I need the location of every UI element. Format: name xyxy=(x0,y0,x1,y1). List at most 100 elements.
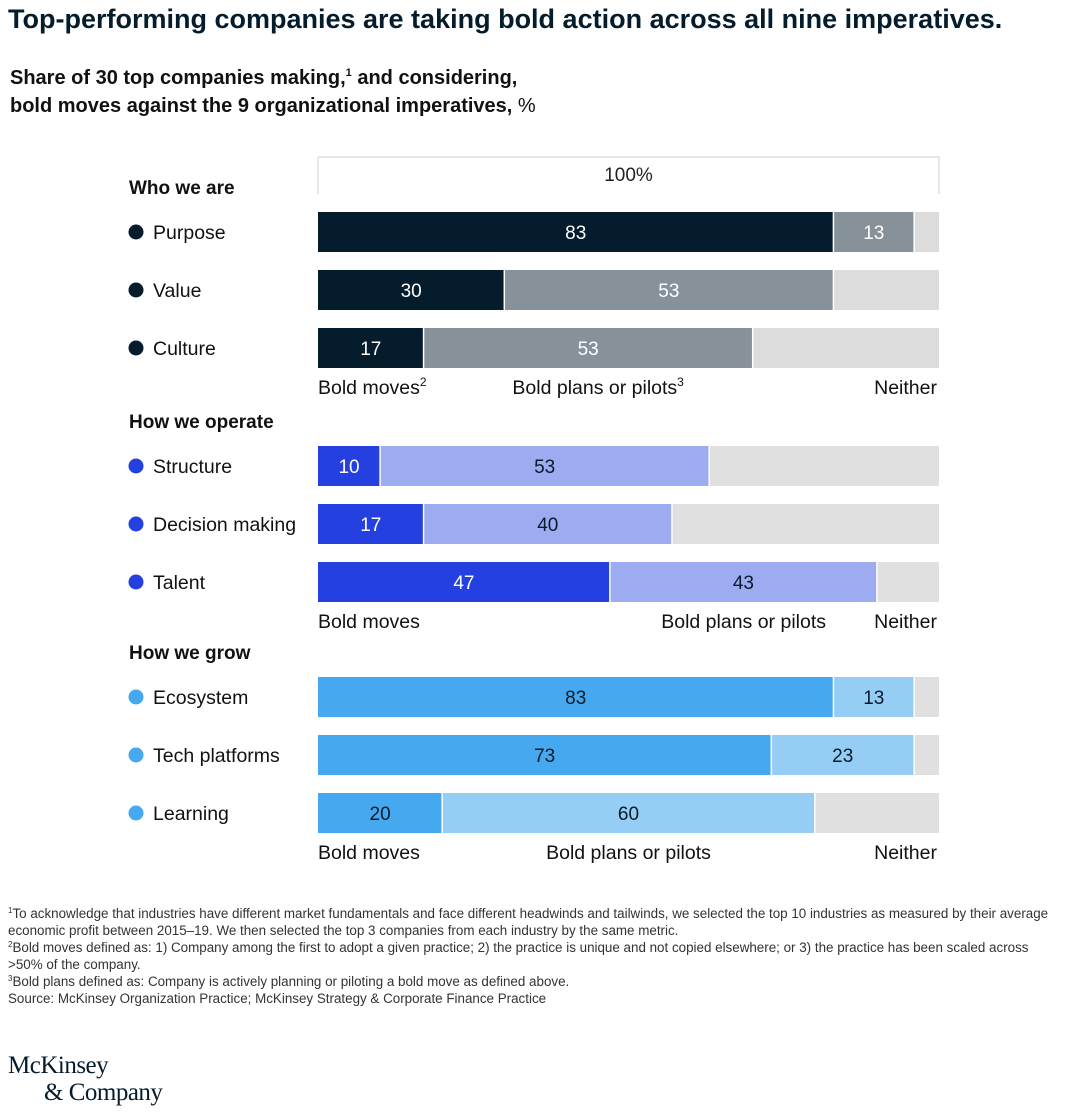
data-label-decision-making-bold-plans: 40 xyxy=(537,515,558,536)
bar-value-neither xyxy=(833,270,939,310)
legend-how-we-operate-bold-plans-or-pilots-text: Bold plans or pilots xyxy=(661,611,826,633)
data-label-decision-making-bold-moves: 17 xyxy=(360,515,381,536)
legend-who-we-are-bold-moves-sup: 2 xyxy=(420,375,427,389)
logo-line1: McKinsey xyxy=(8,1052,109,1079)
bar-decision-making-bold-plans-or-pilots xyxy=(423,504,672,544)
legend-how-we-grow-bold-moves-text: Bold moves xyxy=(318,842,420,864)
data-label-culture-bold-moves: 17 xyxy=(360,339,381,360)
data-label-purpose-bold-plans: 13 xyxy=(863,223,884,244)
data-label-structure-bold-moves: 10 xyxy=(338,457,359,478)
bar-learning-neither xyxy=(814,793,939,833)
row-marker-tech-platforms xyxy=(128,747,144,763)
footnote-2: 2Bold moves defined as: 1) Company among… xyxy=(8,939,1064,973)
legend-how-we-grow-bold-moves: Bold moves xyxy=(318,842,420,864)
data-label-learning-bold-moves: 20 xyxy=(370,804,391,825)
data-label-tech-platforms-bold-moves: 73 xyxy=(534,746,555,767)
legend-who-we-are-bold-moves-text: Bold moves xyxy=(318,377,420,399)
bar-culture-bold-plans-or-pilots xyxy=(423,328,753,368)
bar-value-bold-moves xyxy=(318,270,505,310)
footnotes: 1To acknowledge that industries have dif… xyxy=(8,905,1064,1007)
row-marker-structure xyxy=(128,458,144,474)
data-label-purpose-bold-moves: 83 xyxy=(565,223,586,244)
logo-line2: & Company xyxy=(44,1079,163,1106)
legend-how-we-grow-bold-plans-or-pilots: Bold plans or pilots xyxy=(546,842,711,864)
bar-tech-platforms-neither xyxy=(914,735,939,775)
bar-culture-neither xyxy=(752,328,939,368)
bar-purpose-neither xyxy=(914,212,939,252)
legend-who-we-are-bold-plans-or-pilots: Bold plans or pilots3 xyxy=(512,375,684,399)
bar-ecosystem-neither xyxy=(914,677,939,717)
data-label-culture-bold-plans: 53 xyxy=(578,339,599,360)
row-marker-talent xyxy=(128,574,144,590)
group-heading-who-we-are: Who we are xyxy=(129,178,235,199)
row-marker-learning xyxy=(128,805,144,821)
legend-who-we-are-neither: Neither xyxy=(874,377,937,399)
row-label-learning: Learning xyxy=(153,803,229,825)
data-label-ecosystem-bold-plans: 13 xyxy=(863,688,884,709)
bar-value-bold-plans-or-pilots xyxy=(504,270,834,310)
bar-talent-bold-plans-or-pilots xyxy=(609,562,877,602)
footnote-3-marker: 3 xyxy=(8,974,13,983)
bar-structure-bold-plans-or-pilots xyxy=(380,446,710,486)
bar-talent-neither xyxy=(876,562,939,602)
chart-title: Top-performing companies are taking bold… xyxy=(8,4,1003,34)
legend-who-we-are-neither-text: Neither xyxy=(874,377,937,399)
footnote-1: 1To acknowledge that industries have dif… xyxy=(8,905,1064,939)
data-label-structure-bold-plans: 53 xyxy=(534,457,555,478)
group-heading-how-we-grow: How we grow xyxy=(129,643,251,664)
footnote-3: 3Bold plans defined as: Company is activ… xyxy=(8,973,1064,990)
bar-purpose-bold-moves xyxy=(318,212,834,252)
footnote-1-marker: 1 xyxy=(8,906,13,915)
bar-decision-making-neither xyxy=(671,504,939,544)
data-label-talent-bold-moves: 47 xyxy=(453,573,474,594)
data-label-tech-platforms-bold-plans: 23 xyxy=(832,746,853,767)
row-marker-ecosystem xyxy=(128,689,144,705)
bar-structure-neither xyxy=(709,446,939,486)
legend-how-we-operate-bold-plans-or-pilots: Bold plans or pilots xyxy=(661,611,826,633)
data-label-value-bold-moves: 30 xyxy=(401,281,422,302)
group-heading-how-we-operate: How we operate xyxy=(129,412,274,433)
legend-how-we-grow-bold-plans-or-pilots-text: Bold plans or pilots xyxy=(546,842,711,864)
bar-tech-platforms-bold-moves xyxy=(318,735,772,775)
footnote-1-text: To acknowledge that industries have diff… xyxy=(8,906,1049,938)
row-label-ecosystem: Ecosystem xyxy=(153,687,248,709)
bar-structure-bold-moves xyxy=(318,446,381,486)
data-label-value-bold-plans: 53 xyxy=(658,281,679,302)
legend-how-we-operate-neither-text: Neither xyxy=(874,611,937,633)
data-label-ecosystem-bold-moves: 83 xyxy=(565,688,586,709)
subtitle-line1: Share of 30 top companies making, xyxy=(10,67,346,89)
subtitle-footnote-marker: 1 xyxy=(345,67,352,79)
legend-who-we-are-bold-plans-or-pilots-text: Bold plans or pilots xyxy=(512,377,677,399)
footnote-2-text: Bold moves defined as: 1) Company among … xyxy=(8,940,1029,972)
bar-ecosystem-bold-moves xyxy=(318,677,834,717)
bar-culture-bold-moves xyxy=(318,328,424,368)
footnote-3-text: Bold plans defined as: Company is active… xyxy=(12,974,570,989)
chart-subtitle: Share of 30 top companies making,1 and c… xyxy=(10,64,536,120)
row-marker-culture xyxy=(128,340,144,356)
row-label-value: Value xyxy=(153,280,201,302)
data-label-learning-bold-plans: 60 xyxy=(618,804,639,825)
legend-how-we-operate-bold-moves-text: Bold moves xyxy=(318,611,420,633)
row-label-talent: Talent xyxy=(153,572,206,594)
legend-who-we-are-bold-plans-or-pilots-sup: 3 xyxy=(677,375,684,389)
bar-learning-bold-plans-or-pilots xyxy=(442,793,815,833)
row-marker-decision-making xyxy=(128,516,144,532)
legend-how-we-grow-neither-text: Neither xyxy=(874,842,937,864)
bar-talent-bold-moves xyxy=(318,562,610,602)
row-label-purpose: Purpose xyxy=(153,222,226,244)
bar-tech-platforms-bold-plans-or-pilots xyxy=(771,735,915,775)
row-label-culture: Culture xyxy=(153,338,216,360)
subtitle-line2: bold moves against the 9 organizational … xyxy=(10,95,513,117)
data-label-talent-bold-plans: 43 xyxy=(733,573,754,594)
subtitle-line1-end: and considering, xyxy=(351,67,518,89)
stacked-bar-chart: 100% Who we are Purpose 83 13 Value 30 53 Cultur… xyxy=(128,156,940,864)
source-note: Source: McKinsey Organization Practice; … xyxy=(8,991,547,1006)
row-label-structure: Structure xyxy=(153,456,232,478)
mckinsey-logo: McKinsey & Company xyxy=(8,1052,163,1106)
row-label-tech-platforms: Tech platforms xyxy=(153,745,280,767)
legend-how-we-operate-bold-moves: Bold moves xyxy=(318,611,420,633)
bar-purpose-bold-plans-or-pilots xyxy=(833,212,915,252)
bar-decision-making-bold-moves xyxy=(318,504,424,544)
subtitle-unit: % xyxy=(512,95,536,117)
legend-who-we-are-bold-moves: Bold moves2 xyxy=(318,375,427,399)
